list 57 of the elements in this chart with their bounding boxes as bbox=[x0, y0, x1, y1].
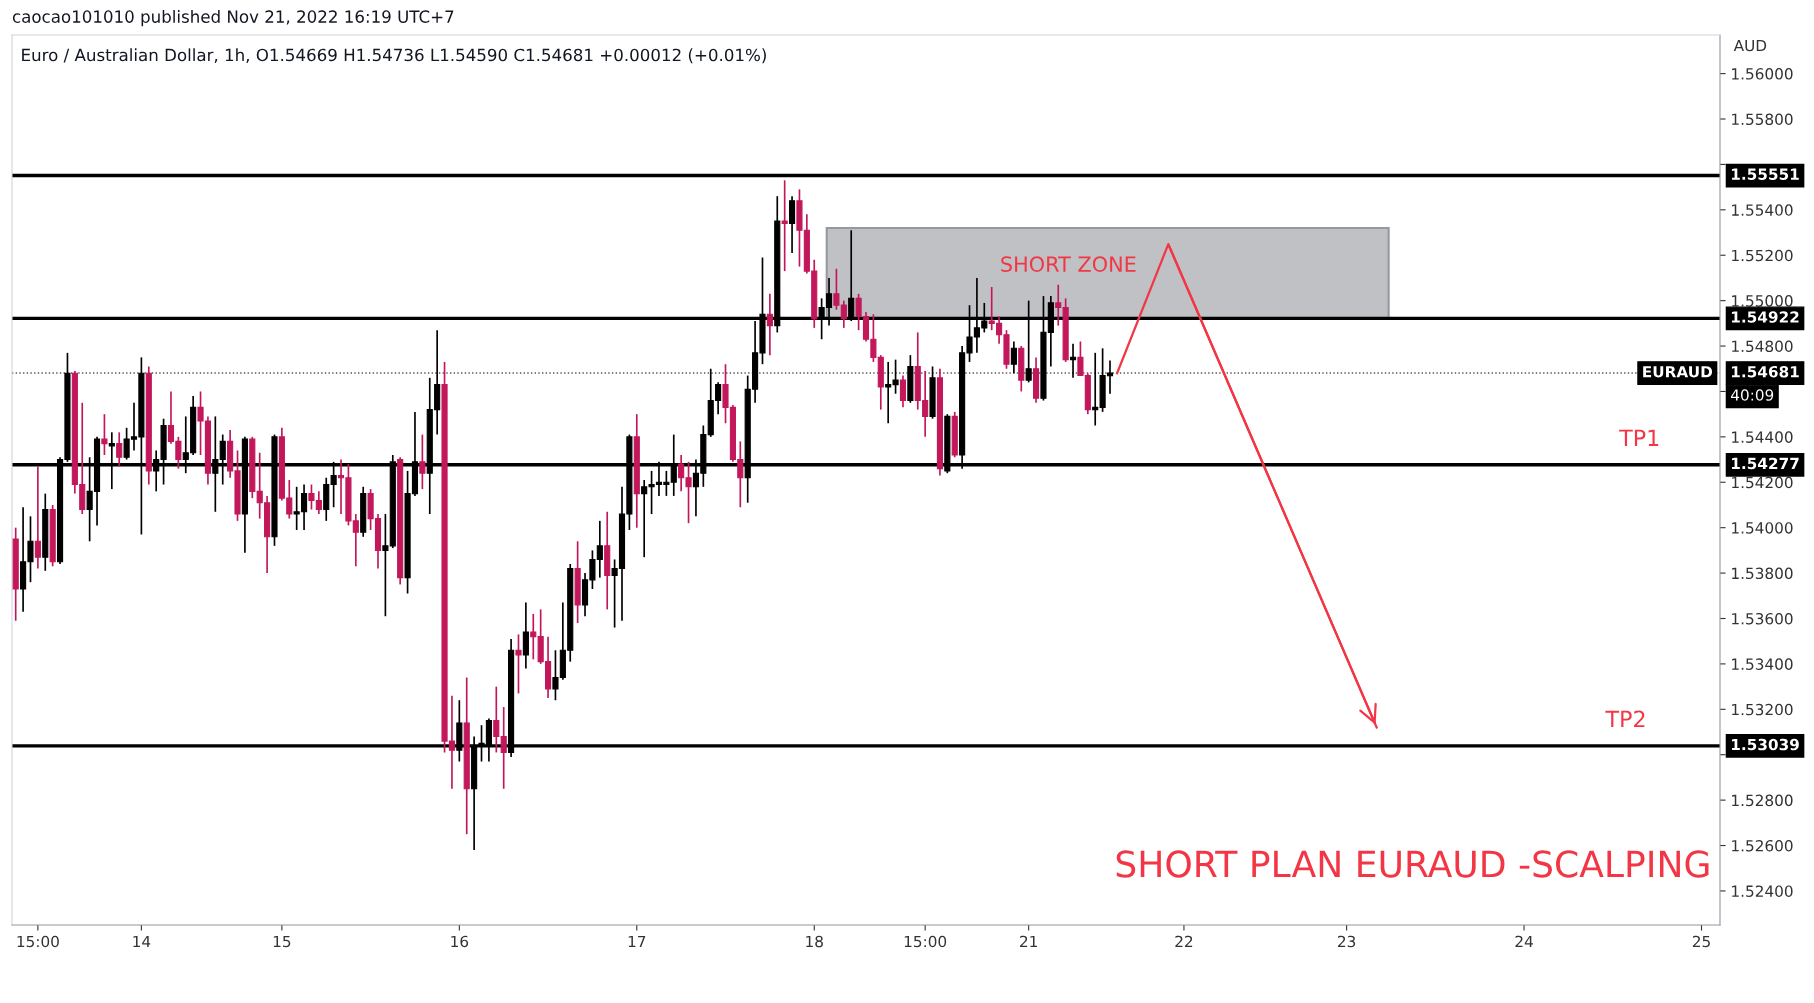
candlestick bbox=[766, 292, 773, 356]
y-tick-label: 1.56000 bbox=[1732, 68, 1793, 80]
x-tick-label: 18 bbox=[806, 935, 823, 948]
x-tick-label: 15:00 bbox=[17, 935, 59, 948]
x-tick-label: 15 bbox=[273, 935, 291, 948]
candlestick bbox=[419, 433, 426, 490]
chart-subtitle: caocao101010 published Nov 21, 2022 16:19 UTC+7 bbox=[12, 10, 454, 27]
annotation: TP2 bbox=[1605, 710, 1645, 727]
ref-line-label: 1.54277 bbox=[1731, 457, 1799, 470]
text: Euro / Australian Dollar, 1h, O1.54669 H1.54736 L1.54590 C1.54681 +0.00012 (+0.01%) bbox=[22, 48, 766, 64]
y-tick-label: 1.53400 bbox=[1732, 658, 1793, 670]
x-tick-label: 16 bbox=[451, 935, 469, 948]
band-label: SHORT ZONE bbox=[1001, 256, 1136, 272]
x-tick-label: 15:00 bbox=[904, 935, 947, 948]
candlestick bbox=[530, 613, 537, 661]
y-tick-label: 1.52400 bbox=[1732, 885, 1793, 897]
y-tick-label: 1.53600 bbox=[1732, 612, 1793, 625]
candlestick bbox=[781, 179, 788, 272]
candlestick bbox=[1010, 340, 1017, 375]
x-tick-label: 17 bbox=[628, 935, 646, 948]
annotation: SHORT PLAN EURAUD -SCALPING bbox=[1116, 850, 1709, 878]
ref-line-label: 1.55551 bbox=[1731, 168, 1799, 180]
candlestick bbox=[1069, 342, 1077, 379]
y-tick-label: 1.52600 bbox=[1732, 840, 1793, 852]
x-tick-label: 22 bbox=[1175, 935, 1193, 948]
y-tick-label: 1.54400 bbox=[1732, 431, 1793, 443]
candlestick bbox=[788, 195, 796, 254]
ref-line-label: 1.53039 bbox=[1731, 738, 1799, 751]
candlestick bbox=[101, 413, 108, 456]
candlestick bbox=[116, 431, 123, 468]
text: 40:09 bbox=[1731, 389, 1774, 401]
y-tick-label: 1.52800 bbox=[1732, 794, 1793, 807]
x-tick-label: 23 bbox=[1338, 935, 1356, 948]
ref-line-label: 1.54922 bbox=[1731, 311, 1799, 323]
y-tick-label: 1.55800 bbox=[1732, 113, 1793, 126]
x-tick-label: 24 bbox=[1515, 935, 1533, 948]
y-tick-label: 1.54000 bbox=[1732, 522, 1793, 534]
candlestick bbox=[500, 706, 507, 790]
y-tick-label: 1.54800 bbox=[1732, 340, 1793, 353]
annotation: TP1 bbox=[1619, 429, 1659, 446]
y-tick-label: 1.53800 bbox=[1732, 567, 1793, 580]
y-tick-label: 1.55200 bbox=[1732, 249, 1793, 262]
x-tick-label: 25 bbox=[1692, 935, 1710, 948]
ref-line-label: 1.54681 bbox=[1731, 365, 1799, 378]
y-tick-label: 1.55400 bbox=[1732, 204, 1793, 216]
x-tick-label: 14 bbox=[133, 935, 151, 948]
candlestick bbox=[899, 374, 907, 409]
y-axis-title: AUD bbox=[1733, 39, 1767, 52]
x-tick-label: 21 bbox=[1020, 935, 1037, 948]
y-tick-label: 1.53200 bbox=[1732, 703, 1793, 716]
annotation: EURAUD bbox=[1643, 366, 1713, 378]
y-tick-label: 1.54200 bbox=[1732, 476, 1793, 489]
candlestick bbox=[515, 633, 522, 695]
candlestick bbox=[34, 465, 41, 570]
candlestick bbox=[493, 685, 500, 754]
y-tick-label: 1.55000 bbox=[1732, 295, 1793, 307]
candlestick bbox=[522, 601, 529, 670]
